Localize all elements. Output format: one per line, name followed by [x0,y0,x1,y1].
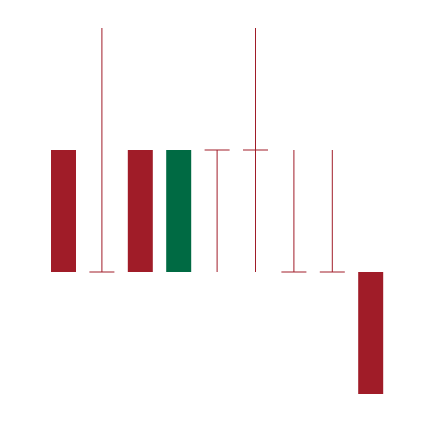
candle-5 [204,149,230,272]
candle-2 [89,28,115,273]
candle-body [166,150,192,272]
candle-body [358,272,384,394]
candle-3 [127,150,153,272]
candle-4 [166,150,192,272]
candle-7 [281,150,307,273]
candle-body [51,150,76,272]
candle-6 [243,28,268,272]
candle-1 [51,150,76,272]
candles-layer [51,28,384,394]
candle-body [127,150,153,272]
candle-8 [319,150,345,273]
candle-9 [358,272,384,394]
